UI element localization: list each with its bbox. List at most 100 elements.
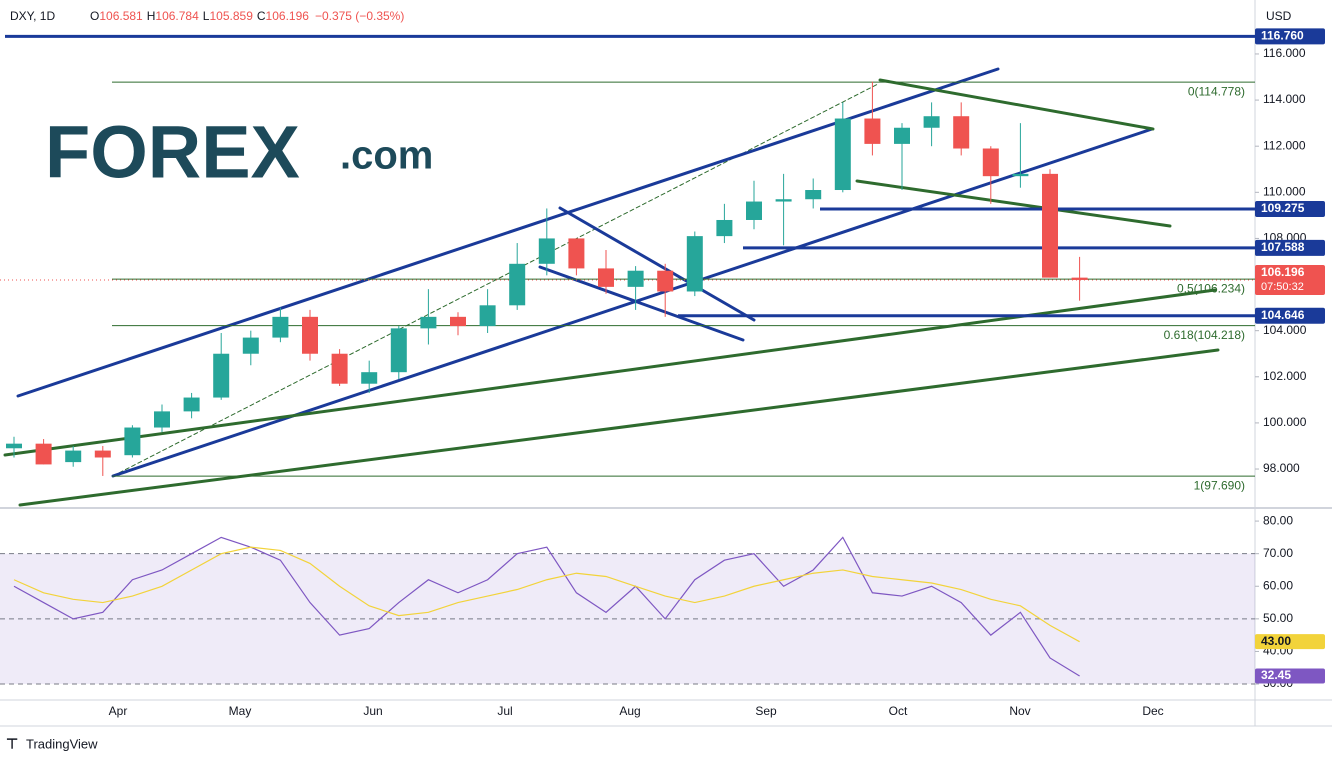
y-tick-label: 50.00 [1263,611,1293,625]
ohlc-value: 106.196 [266,9,310,23]
trend-line [558,206,756,322]
y-tick-label: 116.000 [1263,46,1306,60]
fib-label: 0(114.778) [1188,84,1245,98]
price-tag [1255,239,1325,256]
y-tick-label: 102.000 [1263,369,1307,383]
candle-body [834,118,851,191]
logo-suffix: .com [340,134,433,178]
candle-body [598,268,614,287]
candle-body [746,201,762,220]
candle-body [953,116,970,149]
candle-body [805,190,822,200]
currency: USD [1266,9,1292,23]
candle-body [479,305,496,327]
price-tag-label: 107.588 [1261,240,1305,254]
symbol: DXY, 1D [10,9,55,23]
fib-label: 0.618(104.218) [1164,328,1245,342]
y-tick-label: 98.000 [1263,461,1300,475]
price-tag-label: 116.760 [1261,29,1304,43]
candle-body [894,127,910,144]
fib-label: 0.5(106.234) [1177,281,1245,295]
ohlc-label: O [90,9,99,23]
trend-line [18,348,1220,507]
y-tick-label: 114.000 [1263,92,1306,106]
price-tag [1255,307,1325,324]
trend-line [3,288,1217,457]
ohlc-value: 105.859 [209,9,253,23]
price-tag-label: 109.275 [1261,201,1305,215]
x-tick-label: Aug [619,704,640,718]
candle-body [568,238,585,269]
candle-body [361,372,378,384]
x-tick-label: Oct [889,704,908,718]
rsi-line [13,536,1080,677]
y-tick-label: 100.000 [1263,415,1307,429]
candle-body [627,270,644,287]
candle-body [302,316,318,354]
ohlc-value: 106.784 [155,9,199,23]
x-tick-label: Dec [1142,704,1163,718]
price-tag [1255,201,1325,218]
candle-body [420,316,437,329]
price-tag-label: 43.00 [1261,634,1291,648]
rsi-line [13,546,1080,643]
ohlc: O106.581 H106.784 L105.859 C106.196 −0.375 (… [90,9,404,23]
x-tick-label: Sep [755,704,777,718]
x-tick-label: Nov [1009,704,1030,718]
candle-body [509,263,526,306]
candle-body [65,450,82,463]
x-tick-label: Jun [363,704,382,718]
last-price-label: 106.196 [1261,265,1305,279]
candle-body [657,270,674,292]
candle-body [154,411,170,428]
trend-line [855,179,1172,228]
candle-body [716,219,733,237]
ohlc-label: C [257,9,266,23]
trend-line [16,67,1000,398]
x-tick-label: May [229,704,252,718]
trend-line [878,78,1155,131]
candle-body [213,353,230,398]
last-price-tag [1255,265,1325,296]
x-tick-label: Jul [497,704,512,718]
candle-body [1042,173,1058,278]
y-tick-label: 110.000 [1263,184,1306,198]
candle-body [864,118,881,144]
candle-body [775,199,792,202]
fib-trend [112,83,879,477]
drawings [3,67,1220,507]
candle-body [94,450,111,458]
candle-body [450,316,466,327]
candle-body [272,316,289,338]
ohlc-value: 106.581 [99,9,143,23]
y-tick-label: 70.00 [1263,546,1293,560]
candle-body [1012,173,1029,177]
x-tick-label: Apr [109,704,128,718]
logo-brand: FOREX [45,111,300,194]
price-tag [1255,668,1325,684]
footer-brand[interactable]: TradingView [26,736,98,751]
candle-body [6,443,22,449]
price-tag-label: 104.646 [1261,308,1305,322]
ohlc-label: L [203,9,210,23]
candle-body [242,337,259,354]
candle-body [923,116,940,128]
y-tick-label: 80.00 [1263,513,1293,527]
candle-body [124,427,141,456]
candle-body [35,443,52,465]
candle-body [331,353,348,384]
ohlc-label: H [147,9,156,23]
y-tick-label: 112.000 [1263,138,1306,152]
price-tag [1255,28,1325,45]
y-tick-label: 60.00 [1263,578,1293,592]
candle-body [1071,277,1088,280]
change: −0.375 (−0.35%) [315,9,404,23]
price-tag [1255,634,1325,650]
candle-body [183,397,200,412]
y-tick-label: 104.000 [1263,323,1307,337]
price-tag-label: 32.45 [1261,668,1291,682]
candle-body [686,236,703,292]
countdown: 07:50:32 [1261,281,1304,293]
candle-body [982,148,999,177]
